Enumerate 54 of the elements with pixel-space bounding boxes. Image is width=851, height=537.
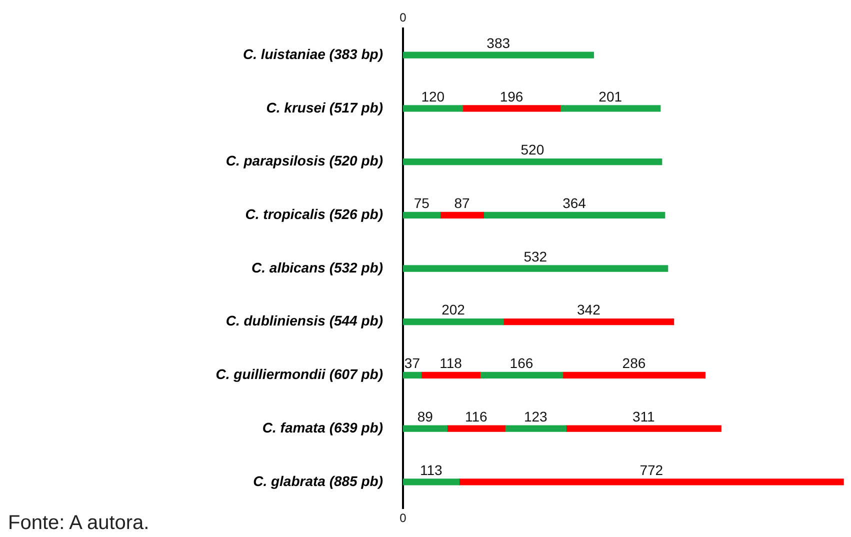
bar (566, 425, 722, 432)
bar (403, 105, 464, 112)
bar (403, 318, 504, 326)
data-label: 116 (465, 408, 488, 424)
text: 0 (400, 510, 407, 525)
text: 0 (400, 10, 407, 25)
data-label: 383 (486, 34, 510, 51)
bar (462, 105, 561, 112)
y-tick-label: C. guilliermondii (607 pb) (216, 366, 384, 382)
bar (403, 478, 460, 486)
data-label: 113 (420, 462, 442, 478)
bar (503, 318, 674, 326)
data-label: 286 (622, 355, 646, 372)
data-label: 118 (440, 355, 462, 372)
data-label: 202 (442, 302, 466, 318)
bar (440, 212, 484, 218)
data-label: 342 (576, 302, 601, 318)
bar (403, 372, 422, 379)
y-tick-label: C. tropicalis (526 pb) (245, 206, 384, 222)
data-label: 123 (524, 408, 548, 424)
y-tick-label: C. parapsilosis (520 pb) (226, 152, 384, 169)
data-label: 364 (562, 195, 586, 212)
y-tick-label: C. famata (639 pb) (262, 419, 384, 436)
data-label: 311 (632, 408, 656, 424)
data-label: 87 (454, 195, 470, 212)
data-label: 772 (640, 462, 664, 478)
bar (446, 425, 506, 432)
bar (562, 372, 706, 379)
bar (458, 478, 844, 486)
y-tick-label: C. glabrata (885 pb) (253, 472, 384, 489)
data-label: 120 (421, 88, 445, 104)
bar (403, 212, 441, 218)
data-label: 532 (524, 248, 548, 264)
data-label: 166 (510, 355, 534, 372)
y-tick-label: C. albicans (532 pb) (252, 259, 384, 276)
data-label: 520 (520, 142, 544, 158)
bar (560, 105, 661, 112)
data-label: 196 (500, 88, 524, 104)
bar (483, 212, 666, 218)
bar (480, 372, 564, 379)
data-label: 37 (404, 355, 420, 372)
y-tick-label: C. luistaniae (383 bp) (242, 46, 384, 62)
y-tick-label: C. krusei (517 pb) (266, 99, 384, 116)
bar (504, 425, 567, 432)
bar (403, 425, 448, 432)
data-label: 201 (598, 88, 622, 104)
y-tick-label: C. dubliniensis (544 pb) (226, 312, 384, 329)
bar (403, 265, 668, 272)
source-note: Fonte: A autora. (8, 512, 150, 535)
bar (403, 158, 662, 166)
bar (421, 372, 480, 379)
data-label: 89 (417, 408, 434, 424)
bar (403, 52, 594, 58)
data-label: 75 (414, 195, 430, 212)
